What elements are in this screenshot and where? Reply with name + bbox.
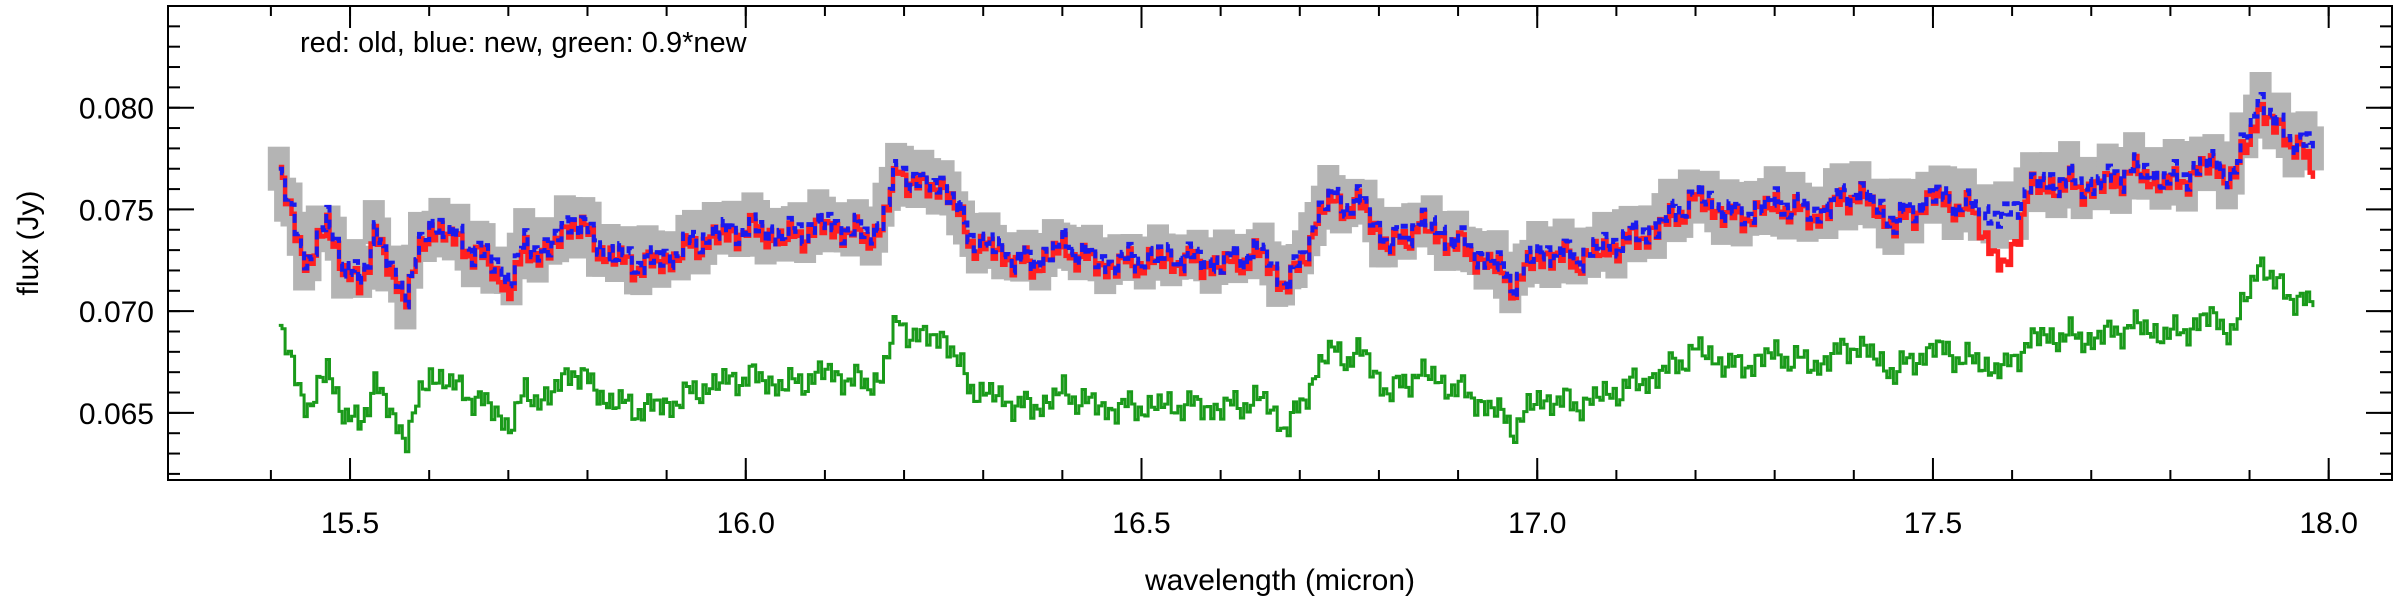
plot-frame: [167, 5, 2393, 481]
series-line-old: [278, 101, 2316, 310]
series-line-new: [278, 92, 2315, 310]
x-tick-label: 16.5: [1112, 507, 1170, 540]
uncertainty-band-layer: [267, 72, 2324, 330]
legend-annotation: red: old, blue: new, green: 0.9*new: [300, 27, 748, 59]
y-tick-label: 0.080: [79, 93, 154, 126]
y-tick-label: 0.075: [79, 194, 154, 227]
x-tick-label: 15.5: [321, 507, 379, 540]
x-tick-label: 18.0: [2299, 507, 2357, 540]
x-tick-label: 16.0: [717, 507, 775, 540]
x-axis-title: wavelength (micron): [1144, 564, 1415, 597]
x-tick-label: 17.0: [1508, 507, 1566, 540]
x-tick-label: 17.5: [1904, 507, 1962, 540]
ticks-layer: 15.5 16.0 16.5 17.0 17.5 18.0 0.065 0.070 0.075 0…: [79, 6, 2392, 540]
y-axis-title: flux (Jy): [12, 191, 45, 296]
y-tick-label: 0.070: [79, 296, 154, 329]
series-line-0.9-new: [278, 256, 2315, 454]
y-tick-label: 0.065: [79, 398, 154, 431]
series-lines-layer: [278, 92, 2316, 454]
